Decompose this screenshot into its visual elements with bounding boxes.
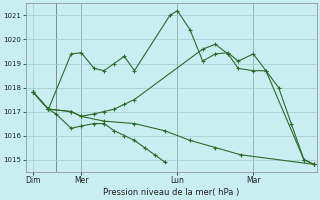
X-axis label: Pression niveau de la mer( hPa ): Pression niveau de la mer( hPa ) [103,188,239,197]
